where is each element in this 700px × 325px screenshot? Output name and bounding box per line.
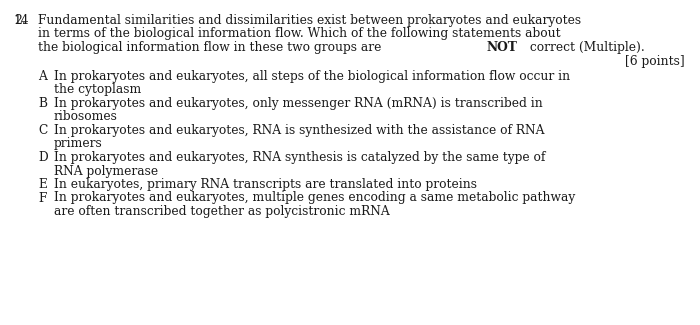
Text: are often transcribed together as polycistronic mRNA: are often transcribed together as polyci…: [54, 205, 390, 218]
Text: In prokaryotes and eukaryotes, multiple genes encoding a same metabolic pathway: In prokaryotes and eukaryotes, multiple …: [54, 191, 575, 204]
Text: E: E: [38, 178, 47, 191]
Text: In prokaryotes and eukaryotes, RNA is synthesized with the assistance of RNA: In prokaryotes and eukaryotes, RNA is sy…: [54, 124, 545, 137]
Text: In eukaryotes, primary RNA transcripts are translated into proteins: In eukaryotes, primary RNA transcripts a…: [54, 178, 477, 191]
Text: ribosomes: ribosomes: [54, 111, 118, 124]
Text: B: B: [38, 97, 47, 110]
Text: In prokaryotes and eukaryotes, all steps of the biological information flow occu: In prokaryotes and eukaryotes, all steps…: [54, 70, 570, 83]
Text: F: F: [38, 191, 46, 204]
Text: in terms of the biological information flow. Which of the following statements a: in terms of the biological information f…: [38, 28, 561, 41]
Text: [6 points]: [6 points]: [625, 55, 685, 68]
Text: C: C: [38, 124, 48, 137]
Text: 2.: 2.: [14, 14, 26, 27]
Text: In prokaryotes and eukaryotes, RNA synthesis is catalyzed by the same type of: In prokaryotes and eukaryotes, RNA synth…: [54, 151, 545, 164]
Text: primers: primers: [54, 137, 103, 150]
Text: the cytoplasm: the cytoplasm: [54, 84, 141, 97]
Text: In prokaryotes and eukaryotes, only messenger RNA (mRNA) is transcribed in: In prokaryotes and eukaryotes, only mess…: [54, 97, 542, 110]
Text: D: D: [38, 151, 48, 164]
Text: 14: 14: [14, 14, 29, 27]
Text: A: A: [38, 70, 47, 83]
Text: the biological information flow in these two groups are: the biological information flow in these…: [38, 41, 385, 54]
Text: correct (Multiple).: correct (Multiple).: [526, 41, 645, 54]
Text: Fundamental similarities and dissimilarities exist between prokaryotes and eukar: Fundamental similarities and dissimilari…: [38, 14, 581, 27]
Text: RNA polymerase: RNA polymerase: [54, 164, 158, 177]
Text: NOT: NOT: [486, 41, 517, 54]
